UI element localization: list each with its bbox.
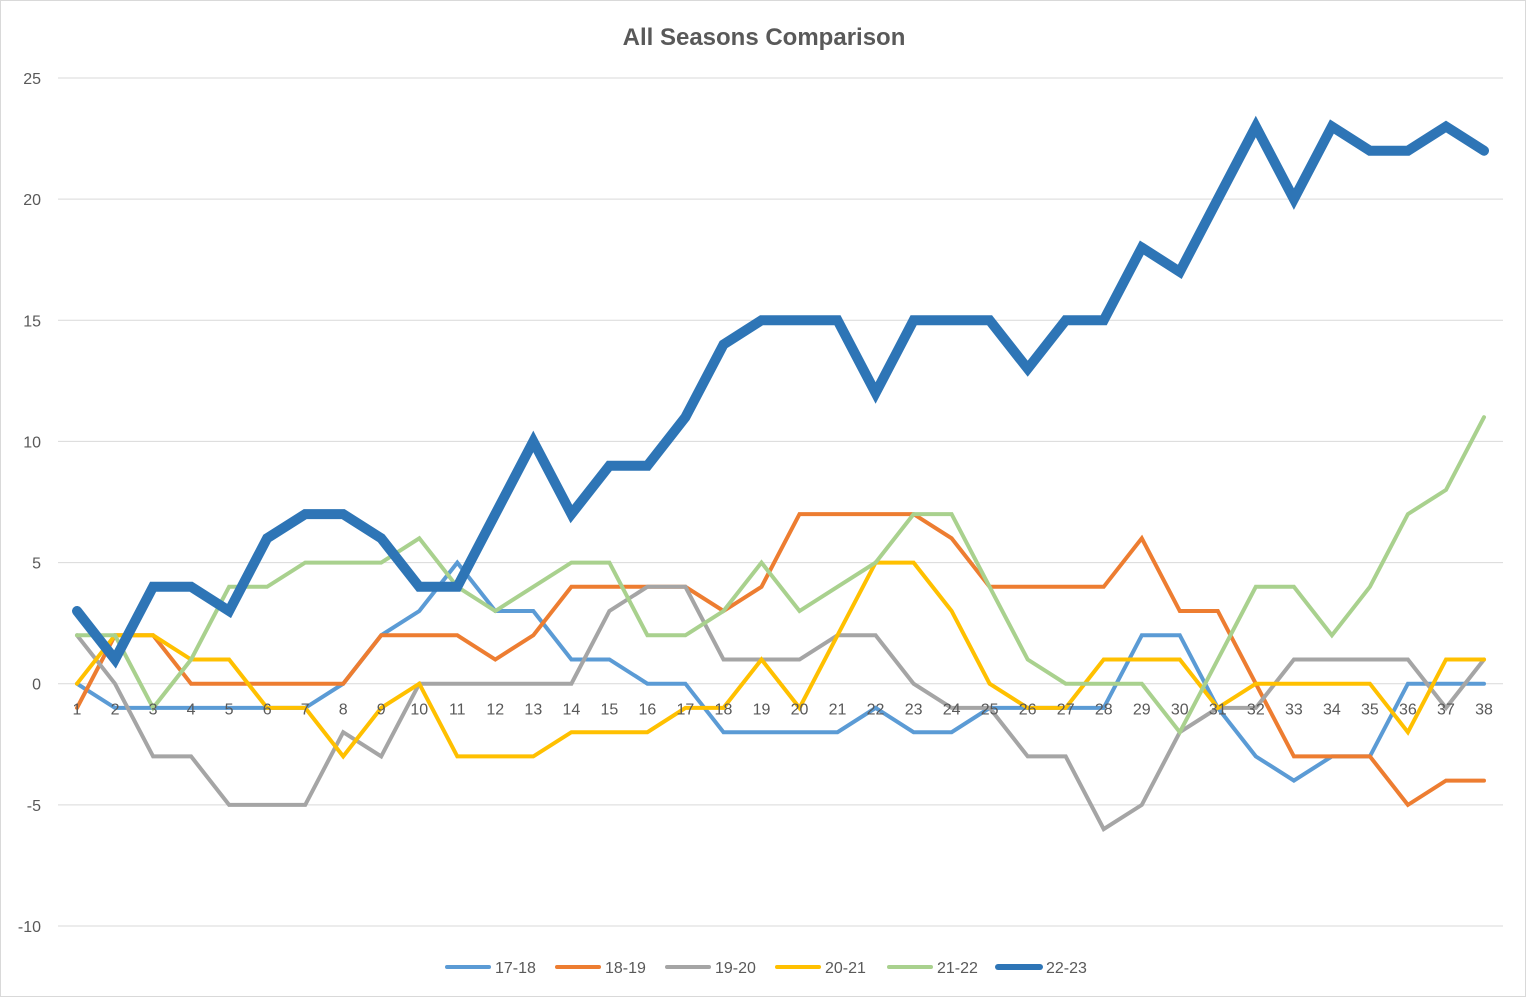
legend-label: 19-20 [715, 960, 756, 977]
legend-item-20-21: 20-21 [775, 960, 866, 977]
x-tick-label: 36 [1399, 702, 1417, 719]
x-tick-label: 23 [905, 702, 923, 719]
x-tick-label: 17 [677, 702, 695, 719]
x-tick-label: 29 [1133, 702, 1151, 719]
legend-label: 22-23 [1046, 960, 1087, 977]
legend-item-22-23: 22-23 [995, 960, 1087, 977]
x-tick-label: 12 [486, 702, 504, 719]
legend-item-19-20: 19-20 [665, 960, 756, 977]
x-tick-label: 6 [263, 702, 272, 719]
x-tick-label: 11 [449, 702, 466, 719]
y-tick-label: 20 [23, 192, 41, 209]
series-lines [72, 115, 1489, 832]
legend-label: 18-19 [605, 960, 646, 977]
x-tick-label: 5 [225, 702, 234, 719]
series-line-20-21 [75, 560, 1486, 760]
x-tick-label: 28 [1095, 702, 1113, 719]
x-tick-label: 37 [1437, 702, 1455, 719]
x-tick-label: 16 [639, 702, 657, 719]
x-tick-label: 14 [562, 702, 580, 719]
y-axis-tick-labels: -10 -5 0 5 10 15 20 25 [18, 71, 41, 936]
x-tick-label: 38 [1475, 702, 1493, 719]
x-tick-label: 1 [73, 702, 82, 719]
y-tick-label: 25 [23, 71, 41, 88]
x-tick-label: 2 [111, 702, 120, 719]
y-tick-label: -5 [27, 798, 41, 815]
x-tick-label: 33 [1285, 702, 1303, 719]
series-line-22-23 [72, 115, 1489, 669]
y-tick-label: 5 [32, 556, 41, 573]
legend-item-21-22: 21-22 [887, 960, 978, 977]
series-line-17-18 [75, 559, 1486, 783]
x-tick-label: 20 [791, 702, 809, 719]
legend: 17-18 18-19 19-20 20-21 21-22 22-23 [445, 960, 1087, 977]
legend-label: 21-22 [937, 960, 978, 977]
x-tick-label: 13 [524, 702, 542, 719]
x-tick-label: 3 [149, 702, 158, 719]
x-tick-label: 4 [187, 702, 196, 719]
legend-item-17-18: 17-18 [445, 960, 536, 977]
x-tick-label: 18 [715, 702, 733, 719]
x-tick-label: 15 [600, 702, 618, 719]
series-line-21-22 [75, 415, 1486, 736]
x-tick-label: 8 [339, 702, 348, 719]
x-tick-label: 9 [377, 702, 386, 719]
chart-title: All Seasons Comparison [623, 24, 906, 51]
x-tick-label: 7 [301, 702, 310, 719]
x-tick-label: 19 [753, 702, 771, 719]
series-line-18-19 [75, 512, 1486, 808]
x-tick-label: 25 [981, 702, 999, 719]
x-tick-label: 21 [829, 702, 847, 719]
y-tick-label: 0 [32, 677, 41, 694]
x-tick-label: 35 [1361, 702, 1379, 719]
y-tick-label: -10 [18, 919, 41, 936]
legend-item-18-19: 18-19 [555, 960, 646, 977]
x-tick-label: 22 [867, 702, 885, 719]
x-tick-label: 27 [1057, 702, 1075, 719]
x-tick-label: 10 [410, 702, 428, 719]
x-tick-label: 31 [1209, 702, 1227, 719]
gridlines [58, 77, 1503, 927]
x-tick-label: 26 [1019, 702, 1037, 719]
series-line-19-20 [75, 584, 1486, 832]
x-tick-label: 34 [1323, 702, 1341, 719]
y-tick-label: 15 [23, 313, 41, 330]
legend-label: 17-18 [495, 960, 536, 977]
legend-label: 20-21 [825, 960, 866, 977]
x-axis-tick-labels: 1 2 3 4 5 6 7 8 9 10 11 12 13 14 15 16 17 18 19 20 21 22 23 24 2… [73, 702, 1493, 719]
x-tick-label: 30 [1171, 702, 1189, 719]
y-tick-label: 10 [23, 434, 41, 451]
x-tick-label: 24 [943, 702, 961, 719]
x-tick-label: 32 [1247, 702, 1265, 719]
